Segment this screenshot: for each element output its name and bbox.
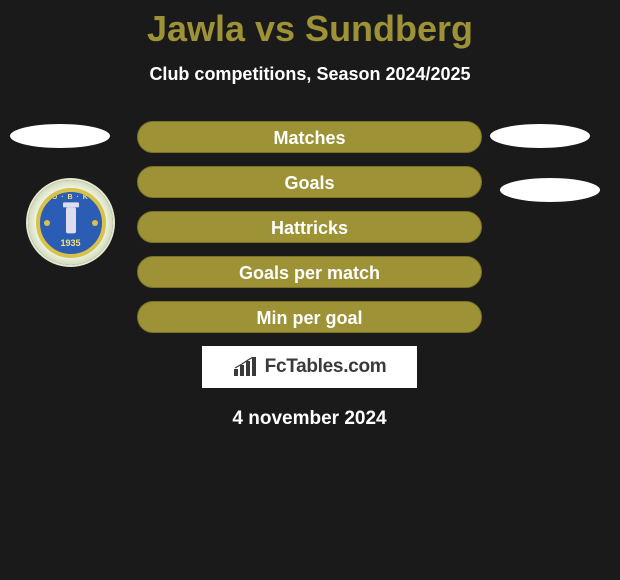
stat-matches-button[interactable]: Matches bbox=[137, 121, 482, 153]
stat-goals-per-match-button[interactable]: Goals per match bbox=[137, 256, 482, 288]
stat-label: Min per goal bbox=[256, 308, 362, 328]
stat-goals-button[interactable]: Goals bbox=[137, 166, 482, 198]
stat-label: Matches bbox=[273, 128, 345, 148]
brand-text: FcTables.com bbox=[265, 356, 387, 378]
stat-label: Goals bbox=[284, 173, 334, 193]
footer-date: 4 november 2024 bbox=[137, 408, 482, 430]
stat-min-per-goal-button[interactable]: Min per goal bbox=[137, 301, 482, 333]
stats-column: Matches Goals Hattricks Goals per match … bbox=[137, 121, 482, 430]
page-root: Jawla vs Sundberg Club competitions, Sea… bbox=[0, 0, 620, 580]
club-badge-dot-left bbox=[44, 220, 50, 226]
club-badge-inner: U · B · K 1935 bbox=[36, 188, 106, 258]
stat-label: Hattricks bbox=[271, 218, 348, 238]
club-badge-band-text: U · B · K bbox=[40, 194, 102, 201]
club-badge-dot-right bbox=[92, 220, 98, 226]
page-title: Jawla vs Sundberg bbox=[0, 0, 620, 50]
club-right-badge-placeholder bbox=[500, 178, 600, 202]
club-left-badge: U · B · K 1935 bbox=[28, 180, 113, 265]
stat-hattricks-button[interactable]: Hattricks bbox=[137, 211, 482, 243]
club-badge-tower-icon bbox=[66, 207, 76, 233]
brand-box[interactable]: FcTables.com bbox=[202, 346, 417, 388]
club-badge-year: 1935 bbox=[40, 238, 102, 248]
brand-bars-icon bbox=[233, 357, 259, 377]
page-subtitle: Club competitions, Season 2024/2025 bbox=[0, 64, 620, 85]
stat-label: Goals per match bbox=[239, 263, 380, 283]
player-left-badge-placeholder bbox=[10, 124, 110, 148]
player-right-badge-placeholder bbox=[490, 124, 590, 148]
